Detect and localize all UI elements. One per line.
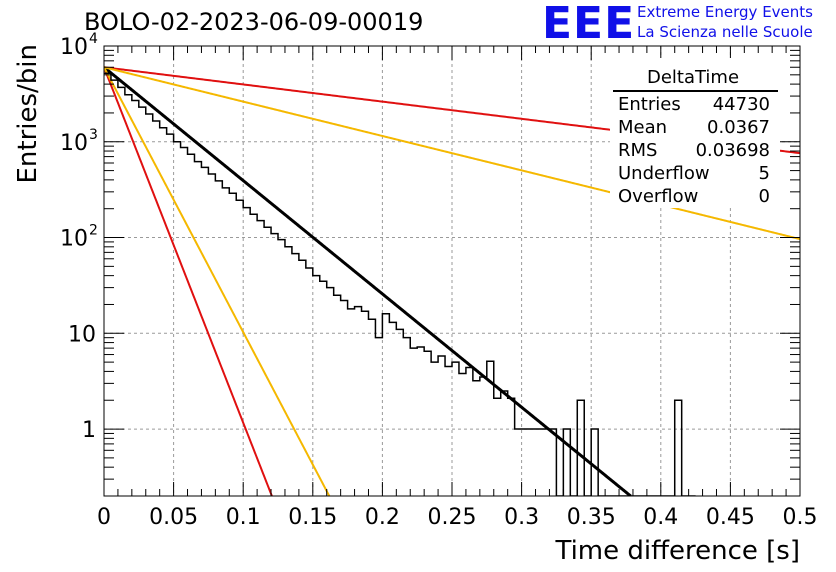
x-tick-label: 0.25	[428, 505, 477, 530]
stats-row-label: RMS	[618, 140, 657, 161]
stats-row-label: Underflow	[618, 163, 710, 184]
stats-row-label: Mean	[618, 117, 667, 138]
y-tick-exponent: 3	[89, 127, 98, 143]
x-tick-label: 0.45	[706, 505, 755, 530]
x-tick-label: 0.35	[567, 505, 616, 530]
eee-logo-line1: Extreme Energy Events	[637, 3, 813, 21]
y-tick-label: 1	[82, 418, 96, 443]
x-tick-label: 0.15	[288, 505, 337, 530]
y-axis-label: Entries/bin	[13, 44, 43, 184]
histogram-layer	[104, 72, 696, 496]
stats-row-value: 0.0367	[707, 117, 770, 138]
chart-title: BOLO-02-2023-06-09-00019	[84, 8, 424, 36]
axis-layer: 0 0.05 0.1 0.15 0.2 0.25 0.3 0.35 0.4 0.45 0.5 1 10 1…	[60, 31, 818, 530]
x-tick-label: 0.3	[504, 505, 539, 530]
stats-row-label: Overflow	[618, 186, 698, 207]
stats-box: DeltaTime Entries 44730 Mean 0.0367 RMS 0.0369…	[610, 58, 780, 208]
stats-box-bg	[610, 58, 780, 208]
stats-title: DeltaTime	[647, 67, 739, 88]
x-tick-label: 0.05	[149, 505, 198, 530]
histogram-outline	[104, 72, 696, 496]
y-tick-label: 10	[60, 35, 88, 60]
fit-curve-5	[104, 66, 800, 241]
y-tick-exponent: 2	[89, 223, 98, 239]
x-tick-label: 0.4	[643, 505, 678, 530]
y-tick-label: 10	[60, 227, 88, 252]
stats-row-label: Entries	[618, 94, 681, 115]
eee-logo-line2: La Scienza nelle Scuole	[637, 23, 813, 41]
stats-row-value: 0	[759, 186, 770, 207]
stats-row-value: 44730	[713, 94, 770, 115]
x-tick-label: 0	[97, 505, 111, 530]
y-tick-exponent: 4	[89, 31, 98, 47]
eee-logo-mark: EEE	[542, 0, 636, 49]
y-tick-label: 10	[60, 131, 88, 156]
fit-curve-1	[104, 66, 632, 496]
stats-row-value: 5	[759, 163, 770, 184]
stats-row-value: 0.03698	[696, 140, 770, 161]
fit-curve-3	[104, 66, 331, 496]
x-tick-label: 0.5	[783, 505, 818, 530]
x-axis-label: Time difference [s]	[554, 536, 800, 566]
fit-curve-2	[104, 66, 273, 496]
y-tick-label: 10	[68, 322, 96, 347]
x-tick-label: 0.2	[365, 505, 400, 530]
x-tick-label: 0.1	[226, 505, 261, 530]
